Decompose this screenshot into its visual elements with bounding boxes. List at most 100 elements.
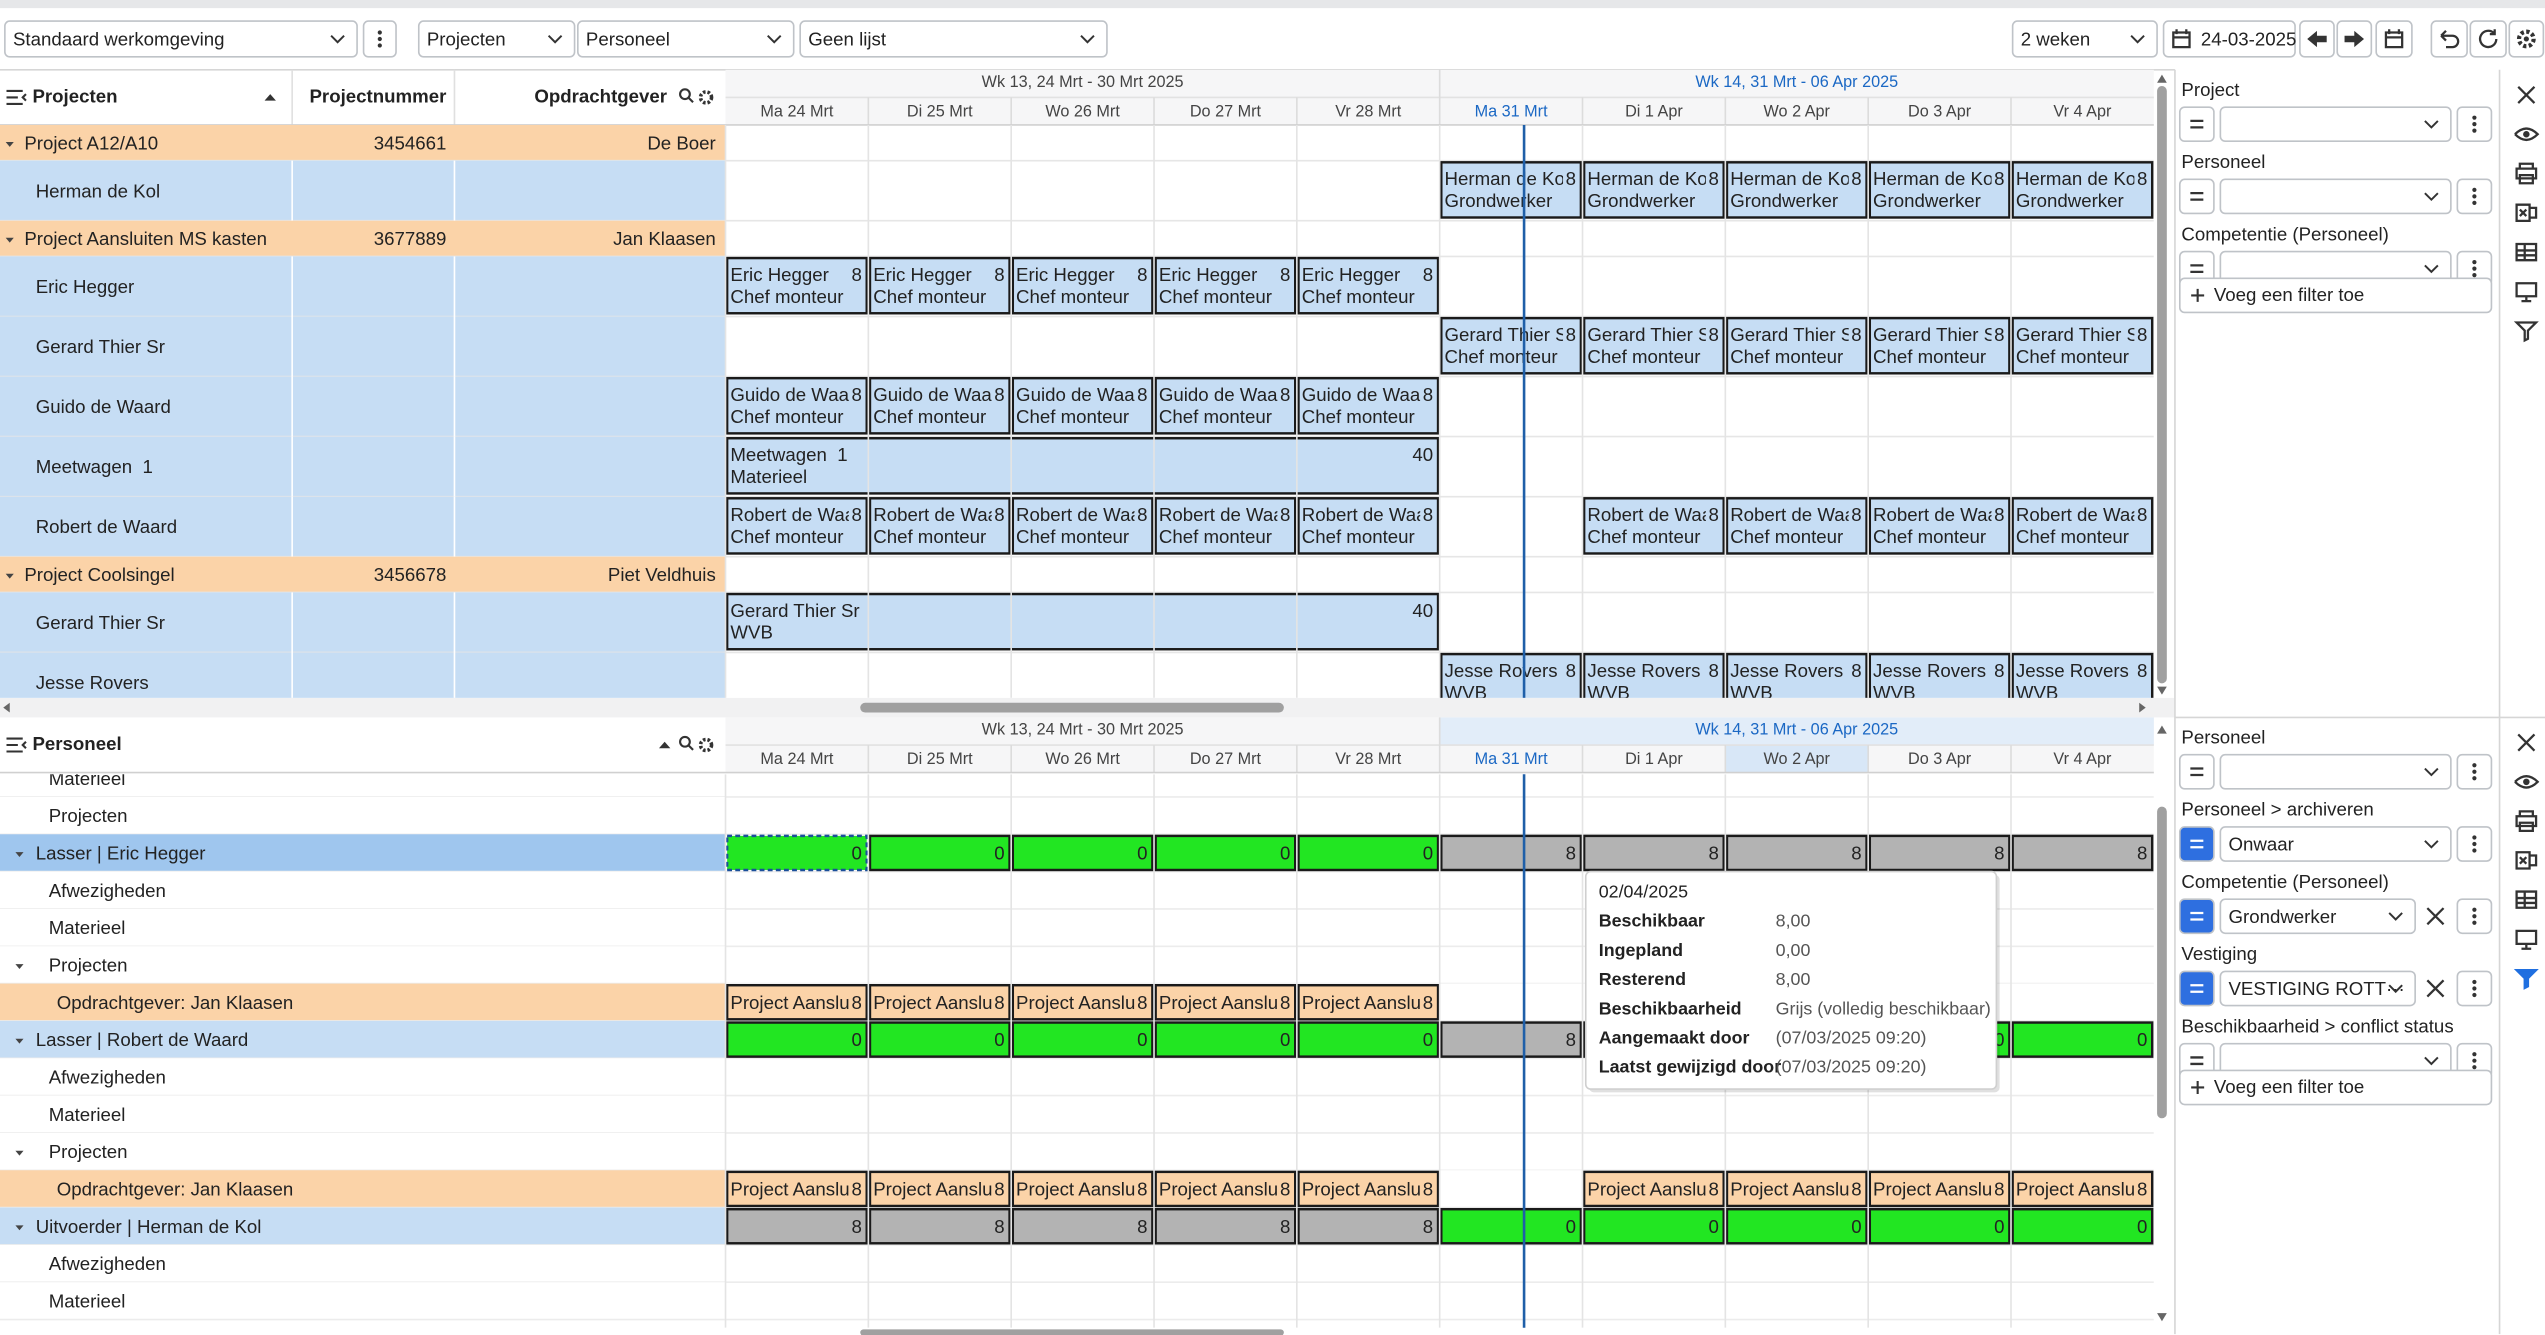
filter-select[interactable]: Onwaar <box>2219 826 2452 862</box>
scroll-thumb[interactable] <box>860 1329 1284 1335</box>
filter-select[interactable] <box>2219 106 2452 143</box>
equals-button[interactable] <box>2178 826 2215 862</box>
left-button[interactable] <box>2299 20 2335 58</box>
cell[interactable]: 0 <box>2011 1207 2154 1245</box>
filter-select[interactable] <box>2219 178 2452 215</box>
cell[interactable]: 0 <box>868 834 1011 872</box>
calendar-button[interactable] <box>2166 22 2197 56</box>
cell[interactable]: 8 <box>1154 1207 1297 1245</box>
close-button[interactable] <box>2420 900 2451 932</box>
cell[interactable]: 8 <box>1440 1021 1583 1058</box>
equals-button[interactable] <box>2178 250 2215 287</box>
filter-button[interactable] <box>2509 313 2544 348</box>
table-button[interactable] <box>2509 235 2544 270</box>
scroll-thumb[interactable] <box>2157 806 2167 1119</box>
more-button[interactable] <box>2456 898 2493 935</box>
add-filter-button[interactable]: Voeg een filter toe <box>2178 277 2493 314</box>
more-button[interactable] <box>2456 106 2493 143</box>
calendar-button[interactable] <box>2375 20 2413 58</box>
eye-button[interactable] <box>2509 764 2544 799</box>
excel-button[interactable] <box>2509 195 2544 230</box>
cell[interactable]: 0 <box>1440 1207 1583 1245</box>
period-select[interactable]: 2 weken <box>2011 20 2158 58</box>
equals-button[interactable] <box>2178 753 2215 790</box>
cell[interactable]: 8 <box>1297 1207 1440 1245</box>
cell[interactable]: 0 <box>725 834 868 872</box>
cell[interactable]: 8 <box>725 1207 868 1245</box>
table-button[interactable] <box>2509 882 2544 917</box>
close-button[interactable] <box>2509 77 2544 112</box>
more-button[interactable] <box>2456 970 2493 1007</box>
right-button[interactable] <box>2336 20 2373 58</box>
cell[interactable]: 0 <box>1297 834 1440 872</box>
cell[interactable]: 0 <box>1011 1021 1154 1058</box>
cell[interactable]: 0 <box>1011 834 1154 872</box>
cell[interactable]: 8 <box>1582 834 1725 872</box>
close-button[interactable] <box>2509 725 2544 760</box>
excel-button[interactable] <box>2509 843 2544 878</box>
view-select[interactable]: Projecten <box>417 20 576 58</box>
cell[interactable]: 0 <box>2011 1021 2154 1058</box>
cell[interactable]: 8 <box>1868 834 2011 872</box>
print-button[interactable] <box>2509 156 2544 191</box>
workspace-select[interactable]: Standaard werkomgeving <box>4 20 358 58</box>
cell[interactable]: 8 <box>2011 834 2154 872</box>
refresh-button[interactable] <box>2469 20 2507 58</box>
close-button[interactable] <box>2420 973 2451 1004</box>
cell[interactable]: 8 <box>1440 834 1583 872</box>
cell[interactable]: 0 <box>725 1021 868 1058</box>
gear-button[interactable] <box>2508 20 2545 58</box>
equals-button[interactable] <box>2178 178 2215 215</box>
more-button[interactable] <box>362 20 397 58</box>
add-filter-button[interactable]: Voeg een filter toe <box>2178 1069 2493 1106</box>
equals-button[interactable] <box>2178 898 2215 935</box>
view-select[interactable]: Personeel <box>577 20 795 58</box>
equals-button[interactable] <box>2178 970 2215 1007</box>
cell[interactable]: 0 <box>1154 834 1297 872</box>
more-button[interactable] <box>2456 826 2493 862</box>
cell[interactable]: 8 <box>1011 1207 1154 1245</box>
date-input[interactable]: 24-03-2025 <box>2162 20 2297 58</box>
cell[interactable]: 0 <box>1725 1207 1868 1245</box>
print-button[interactable] <box>2509 804 2544 839</box>
cell[interactable]: 0 <box>868 1021 1011 1058</box>
list-select[interactable]: Geen lijst <box>799 20 1108 58</box>
